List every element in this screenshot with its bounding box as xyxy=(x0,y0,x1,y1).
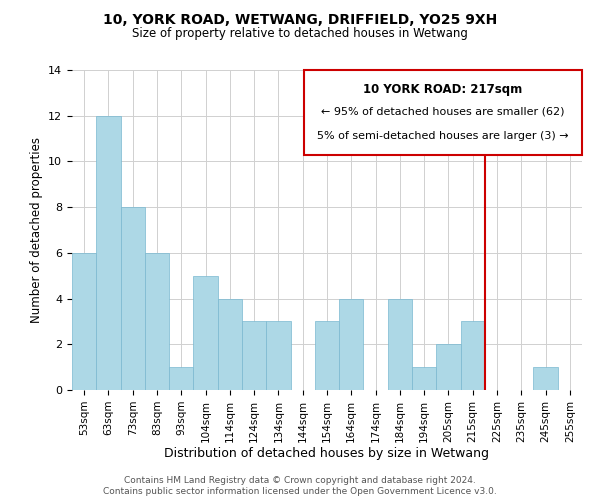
Bar xyxy=(533,367,558,390)
Bar xyxy=(218,298,242,390)
Bar xyxy=(461,322,485,390)
Text: Contains HM Land Registry data © Crown copyright and database right 2024.: Contains HM Land Registry data © Crown c… xyxy=(124,476,476,485)
Bar xyxy=(388,298,412,390)
Text: Size of property relative to detached houses in Wetwang: Size of property relative to detached ho… xyxy=(132,28,468,40)
Bar xyxy=(121,207,145,390)
Bar xyxy=(145,253,169,390)
Bar xyxy=(266,322,290,390)
Bar xyxy=(169,367,193,390)
Bar xyxy=(412,367,436,390)
Bar xyxy=(72,253,96,390)
Bar xyxy=(96,116,121,390)
Text: Contains public sector information licensed under the Open Government Licence v3: Contains public sector information licen… xyxy=(103,487,497,496)
Text: 10 YORK ROAD: 217sqm: 10 YORK ROAD: 217sqm xyxy=(364,83,523,96)
Y-axis label: Number of detached properties: Number of detached properties xyxy=(29,137,43,323)
Bar xyxy=(193,276,218,390)
Text: 5% of semi-detached houses are larger (3) →: 5% of semi-detached houses are larger (3… xyxy=(317,131,569,141)
Bar xyxy=(436,344,461,390)
Bar xyxy=(242,322,266,390)
Bar xyxy=(339,298,364,390)
FancyBboxPatch shape xyxy=(304,70,582,155)
Bar xyxy=(315,322,339,390)
Text: ← 95% of detached houses are smaller (62): ← 95% of detached houses are smaller (62… xyxy=(321,107,565,117)
Text: 10, YORK ROAD, WETWANG, DRIFFIELD, YO25 9XH: 10, YORK ROAD, WETWANG, DRIFFIELD, YO25 … xyxy=(103,12,497,26)
X-axis label: Distribution of detached houses by size in Wetwang: Distribution of detached houses by size … xyxy=(164,448,490,460)
